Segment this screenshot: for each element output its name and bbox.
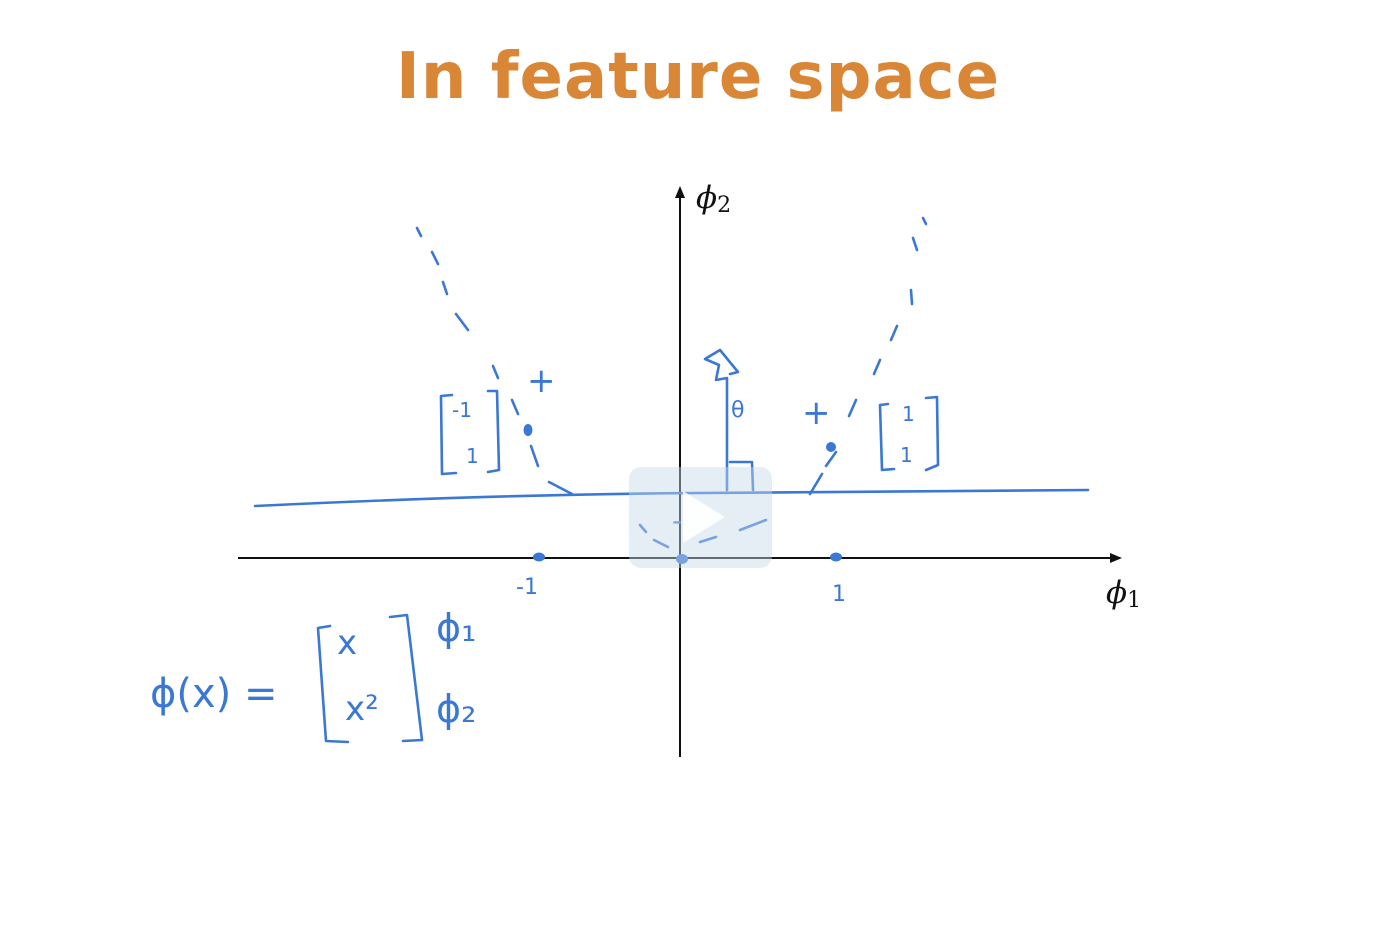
plus-label-right: +: [802, 393, 831, 433]
plus-label-left: +: [527, 361, 556, 401]
formula-right-bracket: [388, 613, 424, 743]
data-point-pos-one: [830, 552, 842, 562]
video-play-button[interactable]: [629, 467, 772, 568]
theta-label: θ: [731, 398, 744, 423]
slide-title: In feature space: [396, 40, 1000, 114]
tick-label-pos-one: 1: [832, 582, 846, 607]
formula-top-entry: x: [337, 623, 357, 663]
formula-lhs: ϕ(x) =: [150, 671, 278, 717]
formula-row2-name: ϕ₂: [436, 687, 476, 731]
x-axis-label: ϕ1: [1106, 575, 1141, 613]
formula-bottom-entry: x²: [345, 689, 379, 729]
left-vector-bottom-entry: 1: [466, 444, 479, 468]
parabola-left-branch: [415, 226, 574, 496]
tick-label-neg-one: -1: [516, 575, 538, 600]
y-axis-label: ϕ2: [696, 180, 731, 218]
play-icon: [683, 491, 725, 543]
data-point-origin: [676, 554, 688, 564]
right-vector: 1 1: [878, 395, 940, 472]
right-vector-bottom-entry: 1: [900, 443, 913, 467]
right-vector-top-entry: 1: [902, 402, 915, 426]
theta-normal-vector: θ: [703, 348, 755, 492]
feature-map-formula: ϕ(x) = x x² ϕ₁ ϕ₂: [150, 606, 476, 744]
formula-left-bracket: [316, 624, 350, 744]
parabola-right-branch: [808, 216, 928, 496]
left-vector: -1 1: [439, 389, 501, 476]
data-point-left-mapped: [523, 424, 533, 436]
data-point-neg-one: [533, 552, 545, 562]
formula-row1-name: ϕ₁: [436, 606, 476, 650]
left-vector-top-entry: -1: [452, 398, 472, 422]
minus-label: -: [672, 504, 682, 537]
data-point-right-mapped: [826, 442, 836, 452]
